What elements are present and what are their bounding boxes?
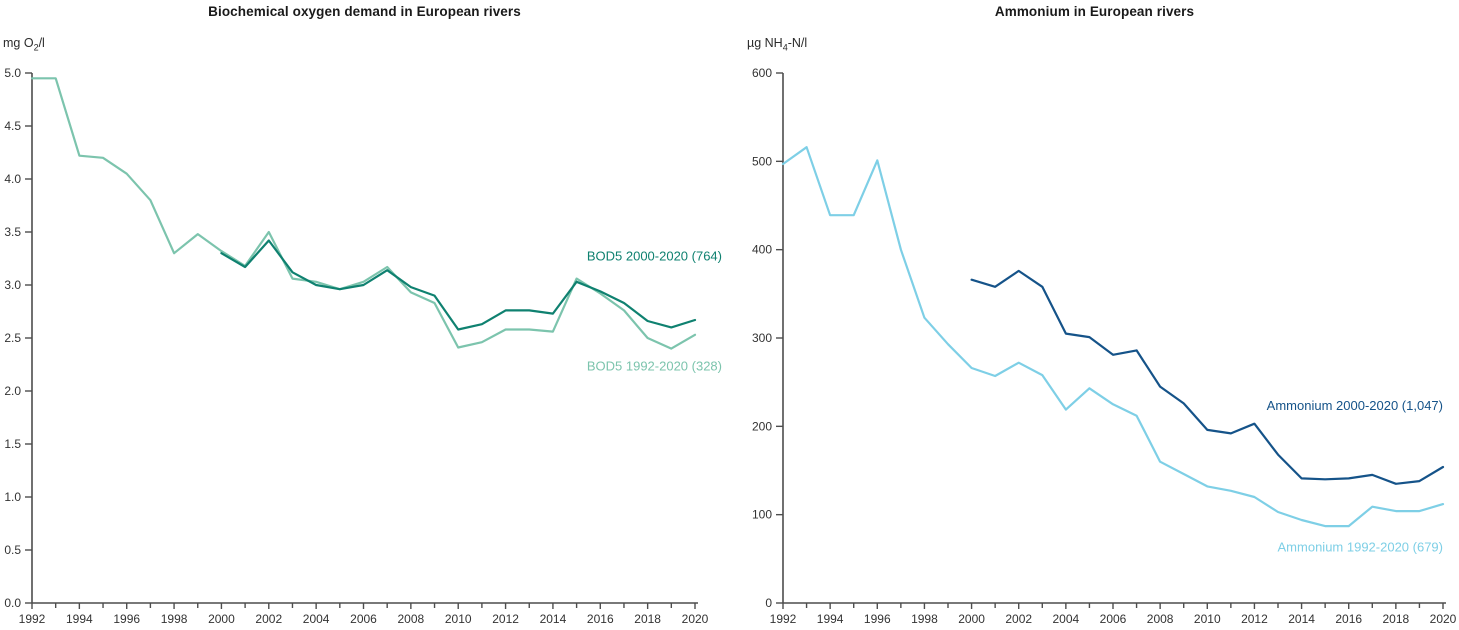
y-tick-label: 2.5 — [4, 331, 21, 345]
x-tick-label: 1996 — [113, 612, 140, 626]
y-tick-label: 400 — [752, 243, 772, 257]
x-axis-ticks: 1992 1994 1996 1998 2000 2002 2004 2006 2008 2010… — [19, 603, 709, 626]
x-tick-label: 2002 — [255, 612, 282, 626]
y-tick-label: 100 — [752, 508, 772, 522]
line-bod5-2000-2020-764- — [220, 239, 697, 331]
x-tick-label: 2004 — [303, 612, 330, 626]
y-tick-label: 300 — [752, 331, 772, 345]
y-tick-label: 3.5 — [4, 225, 21, 239]
bod5-chart: Biochemical oxygen demand in European ri… — [0, 0, 729, 630]
x-tick-label: 2006 — [1100, 612, 1127, 626]
ammonium-y-unit-label: µg NH4-N/l — [747, 36, 808, 53]
x-tick-label: 2020 — [1430, 612, 1457, 626]
x-axis-ticks: 1992 1994 1996 1998 2000 2002 2004 2006 2008 2010… — [770, 603, 1457, 626]
y-axis-ticks: 0 100 200 300 400 500 600 — [752, 66, 783, 610]
x-tick-label: 1992 — [770, 612, 797, 626]
y-tick-label: 4.0 — [4, 172, 21, 186]
y-tick-label: 5.0 — [4, 66, 21, 80]
x-tick-label: 2016 — [587, 612, 614, 626]
x-tick-label: 2014 — [1288, 612, 1315, 626]
y-tick-label: 1.0 — [4, 490, 21, 504]
x-tick-label: 2012 — [1241, 612, 1268, 626]
x-tick-label: 2004 — [1053, 612, 1080, 626]
line-ammonium-1992-2020-679- — [781, 146, 1445, 528]
x-tick-label: 2014 — [540, 612, 567, 626]
y-axis-ticks: 0.0 0.5 1.0 1.5 2.0 2.5 3.0 3.5 4.0 4.5 5.0 — [4, 66, 32, 610]
y-tick-label: 0.0 — [4, 596, 21, 610]
x-tick-label: 1996 — [864, 612, 891, 626]
line-bod5-1992-2020-328- — [30, 77, 697, 350]
y-tick-label: 1.5 — [4, 437, 21, 451]
y-tick-label: 600 — [752, 66, 772, 80]
ammonium-chart-plot: 0 100 200 300 400 500 600 1992 1994 1996 1998 2000 2… — [752, 66, 1457, 626]
x-tick-label: 1998 — [911, 612, 938, 626]
x-tick-label: 2012 — [492, 612, 519, 626]
y-tick-label: 4.5 — [4, 119, 21, 133]
ammonium-chart: Ammonium in European rivers µg NH4-N/l 0… — [730, 0, 1459, 630]
x-tick-label: 2020 — [682, 612, 709, 626]
axes — [31, 73, 698, 604]
x-tick-label: 2008 — [1147, 612, 1174, 626]
series-label-annotation: BOD5 1992-2020 (328) — [587, 359, 722, 374]
y-tick-label: 0 — [765, 596, 772, 610]
series-label-annotation: BOD5 2000-2020 (764) — [587, 248, 722, 263]
x-tick-label: 2008 — [398, 612, 425, 626]
x-tick-label: 2002 — [1005, 612, 1032, 626]
x-tick-label: 1994 — [66, 612, 93, 626]
y-tick-label: 500 — [752, 154, 772, 168]
y-tick-label: 0.5 — [4, 543, 21, 557]
x-tick-label: 1994 — [817, 612, 844, 626]
series-label-annotation: Ammonium 1992-2020 (679) — [1278, 539, 1443, 554]
y-tick-label: 3.0 — [4, 278, 21, 292]
x-tick-label: 2018 — [634, 612, 661, 626]
x-tick-label: 1992 — [19, 612, 46, 626]
ammonium-chart-title: Ammonium in European rivers — [994, 4, 1195, 19]
x-tick-label: 2000 — [208, 612, 235, 626]
y-tick-label: 200 — [752, 419, 772, 433]
bod5-y-unit-label: mg O2/l — [3, 36, 45, 53]
x-tick-label: 2006 — [350, 612, 377, 626]
y-tick-label: 2.0 — [4, 384, 21, 398]
x-tick-label: 2010 — [1194, 612, 1221, 626]
axes — [782, 73, 1446, 604]
x-tick-label: 1998 — [161, 612, 188, 626]
line-ammonium-2000-2020-1-047- — [970, 269, 1445, 485]
x-tick-label: 2016 — [1335, 612, 1362, 626]
x-tick-label: 2000 — [958, 612, 985, 626]
bod5-chart-title: Biochemical oxygen demand in European ri… — [208, 4, 521, 19]
x-tick-label: 2018 — [1383, 612, 1410, 626]
x-tick-label: 2010 — [445, 612, 472, 626]
series-label-annotation: Ammonium 2000-2020 (1,047) — [1267, 398, 1443, 413]
